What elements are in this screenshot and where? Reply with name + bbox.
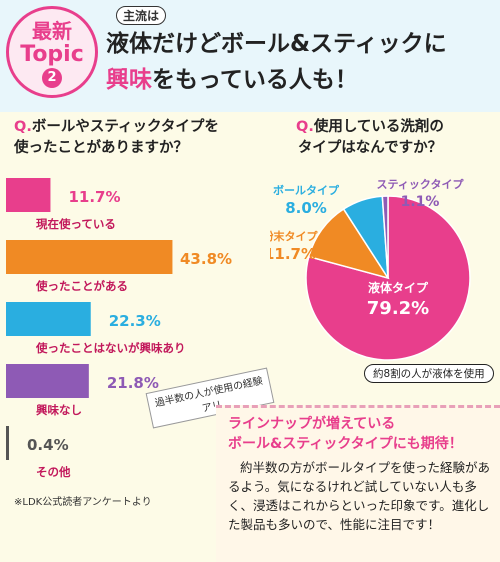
pie-slice — [305, 195, 471, 361]
bar — [6, 364, 89, 398]
bar-value-label: 11.7% — [68, 188, 120, 206]
topic-badge: 最新 Topic 2 — [6, 6, 98, 98]
q1-line1: ボールやスティックタイプを — [31, 119, 219, 135]
badge-number: 2 — [42, 68, 62, 88]
bar-chart: 11.7% 現在使っている 43.8% 使ったことがある 22.3% 使ったことはないが興… — [6, 178, 232, 479]
bar-category-label: 使ったことはないが興味あり — [35, 341, 186, 355]
page-title: 液体だけどボール&スティックに 興味をもっている人も！ — [106, 26, 496, 98]
comment-title-1: ラインナップが増えている — [228, 416, 396, 432]
q2-line2: タイプはなんですか？ — [297, 140, 443, 156]
pie-chart: 液体タイプ 79.2% 粉末タイプ 11.7% ボールタイプ 8.0% スティックタイプ 1.… — [270, 177, 471, 361]
bar — [6, 178, 51, 212]
title-line2: 興味をもっている人も！ — [106, 62, 496, 98]
bar-category-label: 興味なし — [36, 403, 82, 417]
q2-prefix: Q. — [296, 119, 314, 135]
header-band: 最新 Topic 2 主流は 液体だけどボール&スティックに 興味をもっている人… — [0, 0, 500, 112]
pie-slice — [381, 195, 389, 279]
pie-value-label: 1.1% — [401, 194, 440, 210]
bar — [6, 302, 91, 336]
pie-note: 約8割の人が液体を使用 — [364, 364, 494, 383]
pie-category-label: ボールタイプ — [273, 183, 340, 197]
comment-box: ラインナップが増えている ボール&スティックタイプにも期待！ 約半数の方がボール… — [216, 405, 500, 562]
bar — [6, 240, 173, 274]
bar-value-label: 22.3% — [109, 312, 161, 330]
bar-category-label: その他 — [36, 465, 71, 479]
title-line1: 液体だけどボール&スティックに — [106, 31, 447, 57]
subtag: 主流は — [116, 6, 167, 25]
source-note: ※LDK公式読者アンケートより — [14, 497, 152, 508]
q1-line2: 使ったことがありますか？ — [14, 140, 188, 156]
comment-title-2: ボール&スティックタイプにも期待！ — [228, 436, 463, 452]
pie-category-label: 粉末タイプ — [270, 229, 318, 243]
badge-label: 最新 — [32, 19, 72, 43]
bar-value-label: 43.8% — [180, 250, 232, 268]
pie-value-label: 79.2% — [367, 298, 429, 319]
bar — [6, 426, 9, 460]
title-rest: をもっている人も！ — [152, 67, 358, 93]
pie-category-label: スティックタイプ — [377, 177, 465, 191]
title-highlight: 興味 — [106, 67, 152, 93]
q1-prefix: Q. — [14, 119, 32, 135]
question-1: Q.ボールやスティックタイプを 使ったことがありますか？ — [14, 117, 219, 159]
q2-line1: 使用している洗剤の — [313, 119, 444, 135]
bar-category-label: 使ったことがある — [35, 279, 128, 293]
badge-topic: Topic — [20, 42, 84, 67]
bar-category-label: 現在使っている — [36, 217, 116, 231]
pie-value-label: 8.0% — [285, 199, 327, 217]
pie-value-label: 11.7% — [270, 245, 316, 263]
pie-category-label: 液体タイプ — [368, 280, 429, 295]
bar-value-label: 0.4% — [27, 436, 69, 454]
comment-body: 約半数の方がボールタイプを使った経験があるよう。気になるけれど試していない人も多… — [228, 460, 491, 532]
question-2: Q.使用している洗剤の タイプはなんですか？ — [296, 117, 444, 159]
bar-value-label: 21.8% — [107, 374, 159, 392]
